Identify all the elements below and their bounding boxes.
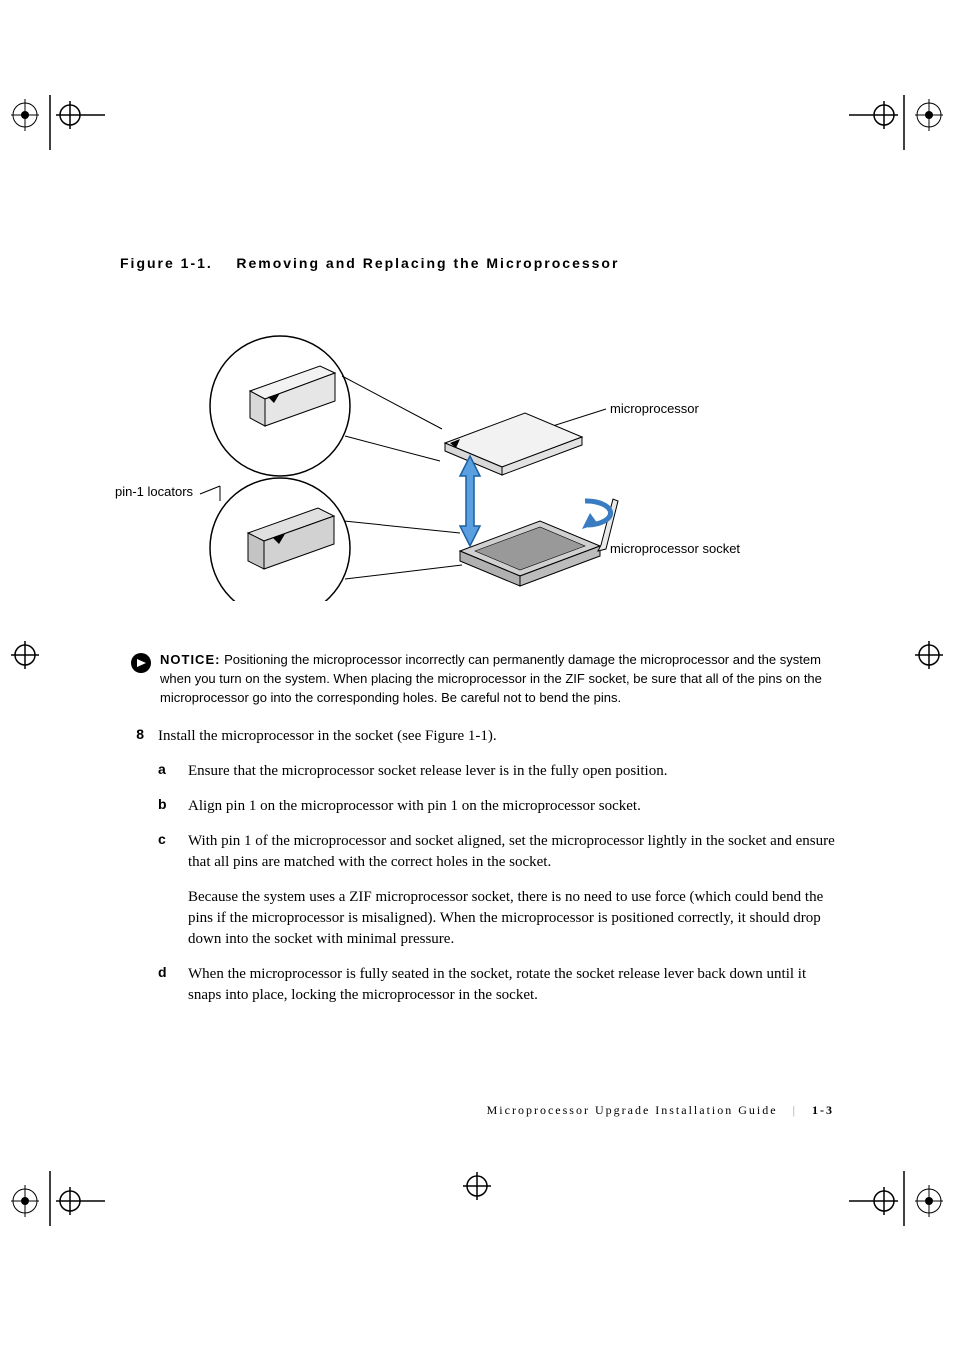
- substep-text: Ensure that the microprocessor socket re…: [188, 761, 667, 782]
- callout-microprocessor: microprocessor: [610, 401, 699, 416]
- substep-a: a Ensure that the microprocessor socket …: [120, 761, 840, 782]
- substep-b: b Align pin 1 on the microprocessor with…: [120, 796, 840, 817]
- notice-icon: [130, 652, 152, 674]
- figure-label: Figure 1-1.: [120, 255, 213, 271]
- substep-text: With pin 1 of the microprocessor and soc…: [188, 831, 840, 873]
- substep-text: Align pin 1 on the microprocessor with p…: [188, 796, 641, 817]
- regmark-top-left: [10, 95, 105, 155]
- substep-letter: b: [158, 796, 188, 817]
- regmark-bottom-center: [457, 1166, 497, 1206]
- figure-caption: Removing and Replacing the Microprocesso…: [236, 255, 619, 271]
- substep-text: When the microprocessor is fully seated …: [188, 964, 840, 1006]
- notice-body: Positioning the microprocessor incorrect…: [160, 652, 822, 705]
- substep-letter: a: [158, 761, 188, 782]
- regmark-mid-right: [909, 635, 949, 675]
- regmark-top-right: [849, 95, 944, 155]
- step-text: Install the microprocessor in the socket…: [158, 726, 497, 747]
- notice: NOTICE: Positioning the microprocessor i…: [120, 651, 840, 708]
- step-number: 8: [120, 726, 158, 747]
- substep-letter: d: [158, 964, 188, 1006]
- footer-page: 1-3: [812, 1103, 834, 1117]
- regmark-bottom-left: [10, 1166, 105, 1226]
- notice-label: NOTICE:: [160, 652, 220, 667]
- substep-c: c With pin 1 of the microprocessor and s…: [120, 831, 840, 873]
- callout-socket: microprocessor socket: [610, 541, 740, 556]
- step-8: 8 Install the microprocessor in the sock…: [120, 726, 840, 747]
- footer-title: Microprocessor Upgrade Installation Guid…: [487, 1103, 778, 1117]
- regmark-mid-left: [5, 635, 45, 675]
- substep-letter: c: [158, 831, 188, 873]
- page-footer: Microprocessor Upgrade Installation Guid…: [487, 1103, 834, 1118]
- callout-pin1: pin-1 locators: [115, 484, 193, 499]
- figure-diagram: pin-1 locators microprocessor microproce…: [120, 301, 820, 601]
- regmark-bottom-right: [849, 1166, 944, 1226]
- substep-d: d When the microprocessor is fully seate…: [120, 964, 840, 1006]
- figure-title: Figure 1-1. Removing and Replacing the M…: [120, 255, 840, 271]
- substep-c-extra: Because the system uses a ZIF microproce…: [120, 887, 840, 950]
